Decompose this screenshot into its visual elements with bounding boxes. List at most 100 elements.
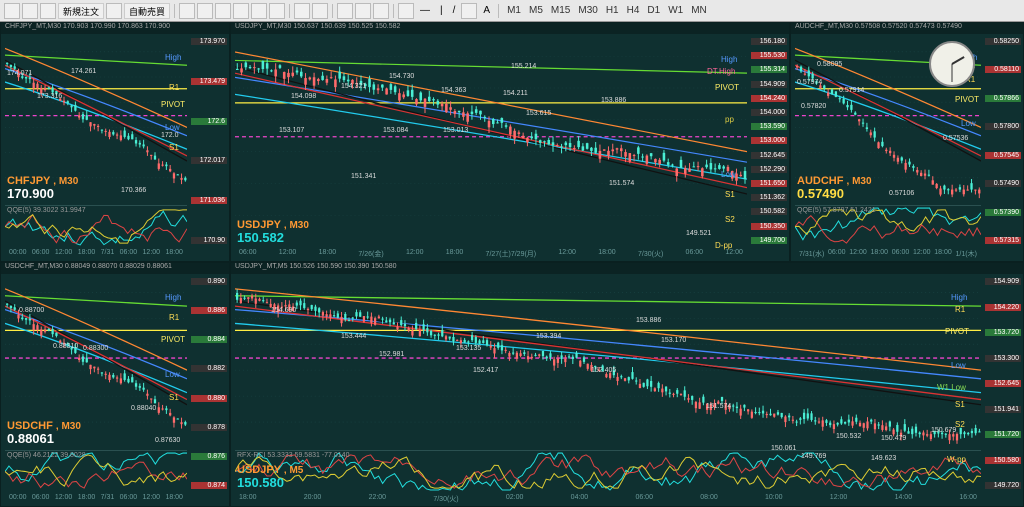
price-point: 153.170 <box>661 337 686 344</box>
level-label: S1 <box>955 400 965 409</box>
tool-icon[interactable] <box>233 3 249 19</box>
level-label: S1 <box>725 190 735 199</box>
level-label: Low <box>165 123 180 132</box>
timeframe-H4[interactable]: H4 <box>623 4 644 17</box>
timeframe-MN[interactable]: MN <box>687 4 711 17</box>
tool-icon[interactable] <box>197 3 213 19</box>
price-point: 174.071 <box>7 70 32 77</box>
autotrade-button[interactable]: 自動売買 <box>124 3 170 19</box>
chart-panel-usdjpy30[interactable]: USDJPY_MT,M30 150.637 150.639 150.525 15… <box>230 22 790 262</box>
timeframe-W1[interactable]: W1 <box>664 4 687 17</box>
timeframe-M30[interactable]: M30 <box>574 4 601 17</box>
text-tool[interactable]: A <box>479 5 494 16</box>
timeframe-D1[interactable]: D1 <box>643 4 664 17</box>
symbol-label: AUDCHF , M300.57490 <box>797 175 872 201</box>
price-axis: 0.582500.581100.578660.578000.575450.574… <box>983 35 1023 247</box>
level-label: PIVOT <box>161 335 185 344</box>
chart-panel-usdchf[interactable]: USDCHF_MT,M30 0.88049 0.88070 0.88029 0.… <box>0 262 230 507</box>
zoom-in-icon[interactable] <box>294 3 310 19</box>
tool-icon[interactable] <box>215 3 231 19</box>
price-point: 0.88700 <box>19 307 44 314</box>
tool-icon[interactable] <box>22 3 38 19</box>
level-label: PIVOT <box>955 95 979 104</box>
price-point: 154.690 <box>271 307 296 314</box>
tool-icon[interactable] <box>269 3 285 19</box>
price-axis: 0.8900.8860.8840.8820.8800.8780.8760.874 <box>189 275 229 492</box>
level-label: PIVOT <box>945 327 969 336</box>
symbol-label: USDCHF , M300.88061 <box>7 420 81 446</box>
price-point: 0.57914 <box>839 87 864 94</box>
level-label: High <box>165 293 181 302</box>
chart-title: AUDCHF_MT,M30 0.57508 0.57520 0.57473 0.… <box>791 23 1023 34</box>
level-label: R1 <box>955 305 965 314</box>
price-point: 173.316 <box>37 93 62 100</box>
price-point: 150.679 <box>931 427 956 434</box>
price-point: 154.730 <box>389 73 414 80</box>
level-label: D-pp <box>715 241 732 250</box>
tool-icon[interactable] <box>106 3 122 19</box>
price-point: 170.366 <box>121 187 146 194</box>
new-order-button[interactable]: 新規注文 <box>58 3 104 19</box>
price-point: 149.521 <box>686 230 711 237</box>
indicator-panel: RFX-RCI 53.3333 59.5831 -77.0140 <box>235 450 981 492</box>
level-label: R1 <box>169 83 179 92</box>
price-point: 153.394 <box>536 333 561 340</box>
level-label: DT.High <box>707 67 735 76</box>
level-label: Low <box>165 370 180 379</box>
price-point: 152.981 <box>379 351 404 358</box>
chart-panel-audchf[interactable]: AUDCHF_MT,M30 0.57508 0.57520 0.57473 0.… <box>790 22 1024 262</box>
price-point: 151.574 <box>706 403 731 410</box>
chart-title: USDJPY_MT,M5 150.526 150.590 150.390 150… <box>231 263 1023 274</box>
indicator-label: QQE(5) 57.8797 51.2421 <box>797 207 876 214</box>
level-label: S2 <box>725 215 735 224</box>
tool-icon[interactable] <box>337 3 353 19</box>
chart-panel-usdjpy5[interactable]: USDJPY_MT,M5 150.526 150.590 150.390 150… <box>230 262 1024 507</box>
draw-trend[interactable]: / <box>449 5 460 16</box>
tool-icon[interactable] <box>179 3 195 19</box>
price-point: 0.57820 <box>801 103 826 110</box>
level-label: High <box>165 53 181 62</box>
tool-icon[interactable] <box>4 3 20 19</box>
indicator-label: QQE(5) 39.3022 31.9947 <box>7 207 86 214</box>
price-point: 0.88310 <box>53 343 78 350</box>
indicator-panel: QQE(5) 57.8797 51.2421 <box>795 205 981 247</box>
clock-icon <box>929 41 975 87</box>
time-axis: 18:0020:0022:007/30(火)02:0004:0006:0008:… <box>235 494 981 506</box>
timeframe-H1[interactable]: H1 <box>602 4 623 17</box>
price-point: 151.574 <box>609 180 634 187</box>
price-point: 153.444 <box>341 333 366 340</box>
line-icon[interactable] <box>398 3 414 19</box>
draw-hline[interactable]: — <box>416 5 434 16</box>
fib-icon[interactable] <box>461 3 477 19</box>
cursor-icon[interactable] <box>373 3 389 19</box>
symbol-label: CHFJPY , M30170.900 <box>7 175 78 201</box>
price-point: 149.623 <box>871 455 896 462</box>
price-point: 0.57106 <box>889 190 914 197</box>
price-point: 154.321 <box>341 83 366 90</box>
price-point: 0.88040 <box>131 405 156 412</box>
level-label: S2 <box>955 420 965 429</box>
chart-panel-chfjpy[interactable]: CHFJPY_MT,M30 170.903 170.990 170.863 17… <box>0 22 230 262</box>
symbol-label: USDJPY , M5150.580 <box>237 464 303 490</box>
timeframe-M15[interactable]: M15 <box>547 4 574 17</box>
tool-icon[interactable] <box>355 3 371 19</box>
symbol-label: USDJPY , M30150.582 <box>237 219 309 245</box>
timeframe-M5[interactable]: M5 <box>525 4 547 17</box>
price-axis: 156.180155.530155.314154.909154.240154.0… <box>749 35 789 247</box>
tool-icon[interactable] <box>251 3 267 19</box>
price-point: 153.013 <box>443 127 468 134</box>
level-label: Low <box>721 170 736 179</box>
indicator-label: RFX-RCI 53.3333 59.5831 -77.0140 <box>237 452 349 459</box>
price-point: 153.107 <box>279 127 304 134</box>
zoom-out-icon[interactable] <box>312 3 328 19</box>
timeframe-M1[interactable]: M1 <box>503 4 525 17</box>
chart-title: USDJPY_MT,M30 150.637 150.639 150.525 15… <box>231 23 789 34</box>
price-point: 0.58095 <box>817 61 842 68</box>
chart-title: CHFJPY_MT,M30 170.903 170.990 170.863 17… <box>1 23 229 34</box>
level-label: High <box>951 293 967 302</box>
price-point: 154.211 <box>503 90 528 97</box>
level-label: pp <box>725 115 734 124</box>
price-point: 0.87630 <box>155 437 180 444</box>
draw-line[interactable]: | <box>436 5 447 16</box>
tool-icon[interactable] <box>40 3 56 19</box>
